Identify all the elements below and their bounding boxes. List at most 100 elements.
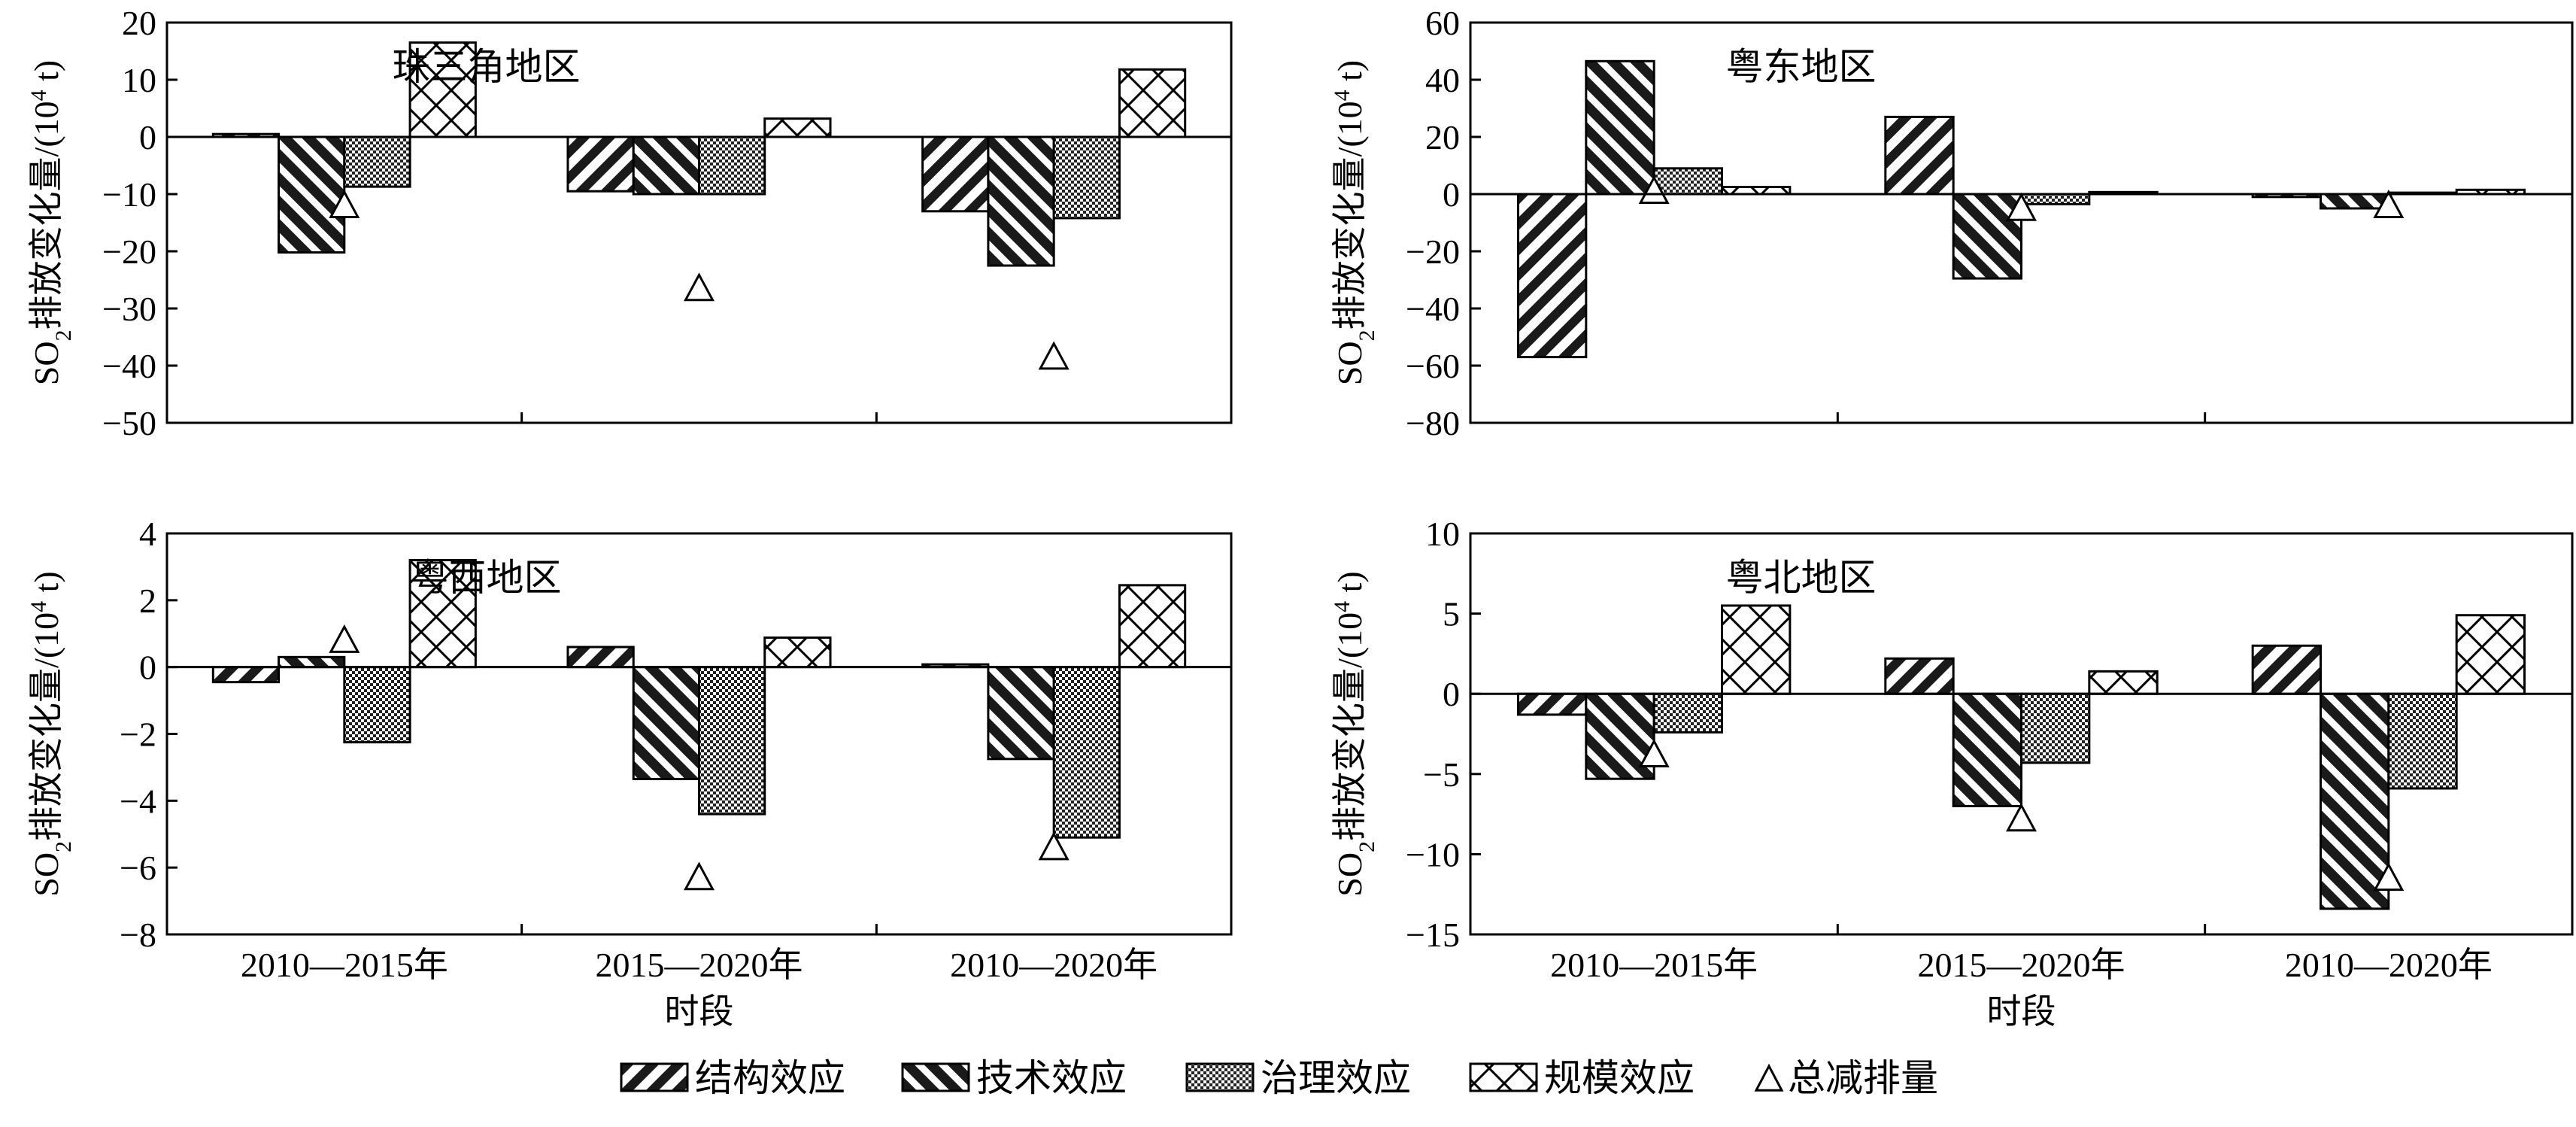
x-category-label: 2015—2020年 [596,946,803,984]
legend-item-2: 技术效应 [901,1057,1127,1099]
total-marker-2 [683,272,715,302]
y-tick-label: 60 [1425,4,1460,42]
total-marker-1 [1638,739,1670,768]
bar-1-1 [1516,193,1588,359]
panel-3: 4 2 0 −2 −4 −6 −8 2010—2015年 2015—2020年 2010—2020… [26,515,1233,1031]
bar-4-1 [408,41,477,138]
total-marker-3 [1038,341,1070,370]
legend-label: 规模效应 [1544,1057,1695,1099]
panel-title: 粤北地区 [1726,557,1877,599]
total-marker-3 [2373,190,2405,218]
y-tick-label: −80 [1406,404,1460,442]
bar-1-2 [566,135,635,193]
bar-2-2 [632,135,700,196]
legend-swatch [1185,1062,1255,1092]
legend-item-1: 结构效应 [620,1057,845,1099]
bar-2-2 [1952,692,2023,807]
bar-2-3 [2319,692,2390,910]
legend: 结构效应 技术效应 治理效应 规模效应 总减排量 [620,1057,1938,1099]
x-category-label: 2010—2020年 [950,946,1158,984]
panel-2: 60 40 20 0 −20 −40 −60 −80 粤东地区 SO2排放变化量/(104 t) [1330,4,2574,442]
bar-2-3 [2319,193,2390,210]
y-tick-label: 20 [1425,118,1460,156]
bar-1-2 [1884,657,1955,695]
y-tick-label: 10 [122,61,156,99]
bar-3-1 [1652,167,1724,196]
y-tick-label: −60 [1406,347,1460,385]
bar-1-1 [211,666,281,684]
y-tick-label: −50 [102,404,156,442]
bar-3-2 [2020,193,2091,205]
bar-3-1 [1652,692,1724,734]
bar-3-2 [698,666,766,816]
y-axis-title: SO2排放变化量/(104 t) [26,60,76,386]
y-tick-label: −30 [102,290,156,328]
bar-4-2 [763,117,832,138]
y-axis-title: SO2排放变化量/(104 t) [1330,571,1379,897]
bar-3-2 [2020,692,2091,764]
y-tick-label: −15 [1406,916,1460,954]
bar-4-3 [1118,584,1187,669]
bar-4-1 [408,559,477,669]
y-tick-label: −4 [120,782,156,820]
total-marker-2 [2005,192,2037,221]
bar-2-1 [1585,59,1655,196]
panel-4: 10 5 0 −5 −10 −15 2010—2015年 2015—2020年 2010—202… [1330,515,2574,1031]
x-axis-title: 时段 [665,992,734,1031]
y-tick-label: 40 [1425,61,1460,99]
legend-label: 技术效应 [976,1057,1127,1099]
panel-title: 粤西地区 [411,557,562,599]
total-marker-1 [329,190,360,218]
y-tick-label: 4 [139,515,156,553]
total-marker-1 [1638,175,1670,204]
x-category-label: 2010—2020年 [2285,946,2493,984]
bar-4-2 [2088,670,2159,695]
bar-2-3 [987,135,1055,267]
y-tick-label: −10 [102,175,156,214]
y-tick-label: −40 [102,347,156,385]
bar-3-2 [698,135,766,196]
bar-2-2 [632,666,700,780]
y-tick-label: 2 [139,582,156,620]
bar-2-1 [278,655,346,669]
plot-frame [1469,21,2574,424]
total-marker-2 [683,861,715,891]
legend-swatch [620,1062,689,1092]
total-marker-3 [1038,831,1070,861]
y-tick-label: 10 [1425,515,1460,553]
y-tick-label: −20 [102,232,156,271]
total-marker-1 [329,624,360,653]
y-tick-label: 0 [1443,675,1460,713]
x-category-label: 2015—2020年 [1918,946,2125,984]
bar-1-3 [921,135,990,213]
x-axis-title: 时段 [1987,992,2056,1031]
bar-3-3 [2387,692,2458,790]
y-axis-title: SO2排放变化量/(104 t) [26,571,76,897]
plot-frame [1469,532,2574,936]
bar-3-3 [1052,666,1121,839]
panel-title: 珠三角地区 [393,46,581,88]
legend-label: 结构效应 [695,1057,845,1099]
x-category-label: 2010—2015年 [1550,946,1758,984]
bar-2-3 [987,666,1055,761]
y-tick-label: 0 [1443,175,1460,214]
y-tick-label: −10 [1406,835,1460,873]
bar-1-3 [2251,644,2322,695]
legend-label: 治理效应 [1261,1057,1411,1099]
y-tick-label: 20 [122,4,156,42]
y-tick-label: −2 [120,715,156,754]
panel-1: 20 10 0 −10 −20 −30 −40 −50 珠三角地区 SO2排放变化量/(104 t… [26,4,1233,442]
y-axis-title: SO2排放变化量/(104 t) [1330,60,1379,386]
legend-swatch [1469,1062,1538,1092]
y-tick-label: 0 [139,649,156,687]
y-tick-label: 5 [1443,595,1460,633]
plot-frame [165,21,1233,424]
bar-4-2 [763,636,832,669]
y-tick-label: −8 [120,916,156,954]
bar-1-2 [1884,115,1955,196]
y-tick-label: −6 [120,849,156,887]
legend-item-3: 治理效应 [1185,1057,1411,1099]
y-tick-label: −5 [1423,755,1460,794]
y-tick-label: −40 [1406,290,1460,328]
